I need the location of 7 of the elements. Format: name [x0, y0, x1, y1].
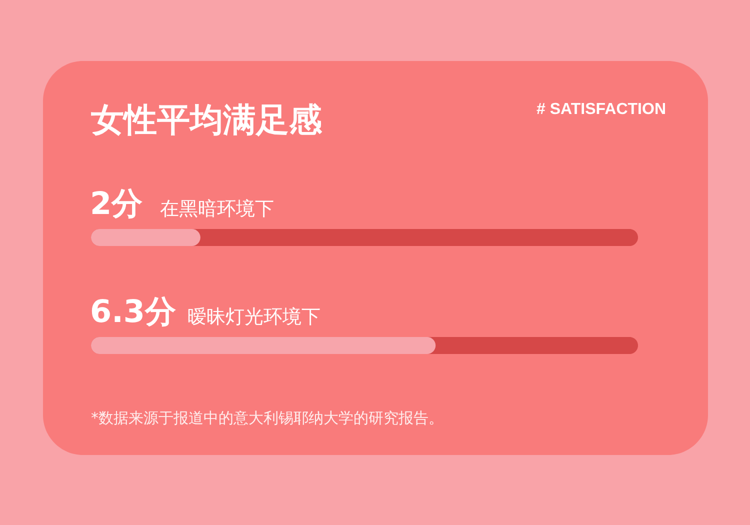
y-tick-label: 在黑暗环境下	[160, 198, 274, 220]
chart-subtitle: # SATISFACTION	[536, 101, 666, 118]
y-tick-label: 暧昧灯光环境下	[187, 306, 320, 328]
data-label: 6.3分	[90, 294, 176, 330]
data-label: 2分	[90, 186, 143, 222]
chart-title: 女性平均满足感	[90, 100, 323, 139]
text: *数据来源于报道中的意大利锡耶纳大学的研究报告。	[91, 409, 444, 427]
